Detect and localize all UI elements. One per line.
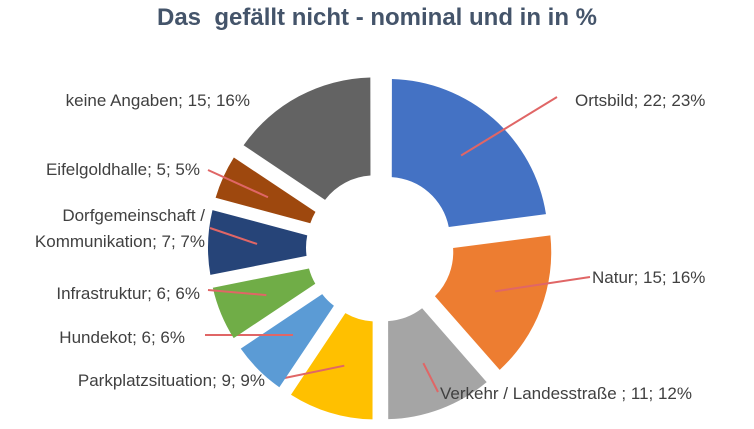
data-label: Infrastruktur; 6; 6%: [56, 284, 200, 303]
slice: [434, 235, 552, 370]
slice: [290, 313, 373, 420]
slice: [215, 157, 316, 224]
leader-line: [422, 362, 439, 393]
slice: [391, 79, 546, 228]
data-label: Hundekot; 6; 6%: [59, 328, 185, 347]
slice: [212, 268, 316, 339]
slice: [243, 77, 371, 200]
data-label: Parkplatzsituation; 9; 9%: [77, 371, 265, 390]
leader-line: [274, 364, 345, 381]
data-label: Eifelgoldhalle; 5; 5%: [45, 160, 200, 179]
leader-line: [209, 227, 258, 245]
chart-title: Das gefällt nicht - nominal und in in %: [156, 4, 597, 31]
data-label: Natur; 15; 16%: [592, 268, 706, 287]
data-label: Verkehr / Landesstraße ; 11; 12%: [440, 384, 692, 403]
data-label: keine Angaben; 15; 16%: [65, 91, 250, 110]
data-label: Ortsbild; 22; 23%: [575, 91, 706, 110]
leader-line: [460, 96, 558, 157]
slice: [388, 308, 487, 420]
data-label: Dorfgemeinschaft / Kommunikation; 7; 7%: [34, 206, 205, 251]
slice: [240, 294, 334, 388]
slice: [208, 210, 308, 275]
leader-line: [207, 289, 267, 297]
leader-line: [207, 169, 269, 199]
leader-line: [494, 276, 591, 293]
